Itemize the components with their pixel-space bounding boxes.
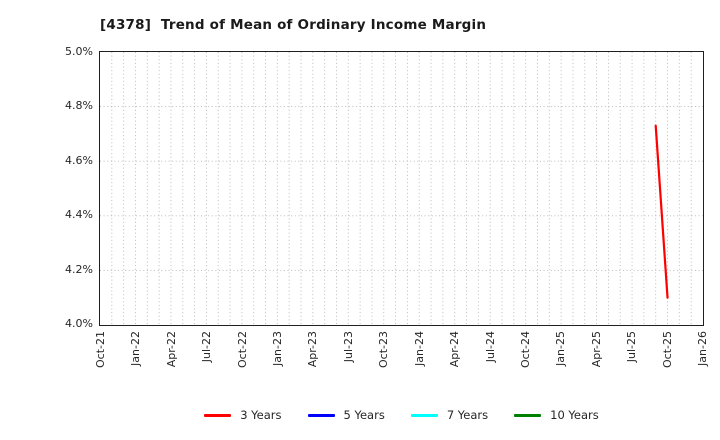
legend-swatch-icon bbox=[410, 413, 438, 417]
legend-swatch-icon bbox=[514, 413, 542, 417]
x-tick-label: Oct-25 bbox=[660, 331, 674, 368]
legend-swatch-icon bbox=[307, 413, 335, 417]
legend-item-10-years: 10 Years bbox=[514, 408, 599, 422]
legend: 3 Years 5 Years 7 Years 10 Years bbox=[100, 404, 703, 426]
legend-label: 5 Years bbox=[343, 408, 385, 422]
x-tick-label: Oct-22 bbox=[235, 331, 249, 368]
y-tick-label: 4.6% bbox=[65, 153, 93, 167]
x-tick-label: Apr-25 bbox=[589, 331, 603, 368]
x-tick-label: Jul-23 bbox=[341, 331, 355, 363]
y-tick-label: 4.0% bbox=[65, 317, 93, 330]
chart-title: [4378] Trend of Mean of Ordinary Income … bbox=[100, 17, 487, 33]
x-tick-label: Jul-24 bbox=[483, 331, 497, 363]
x-tick-label: Oct-21 bbox=[94, 331, 107, 368]
legend-item-3-years: 3 Years bbox=[204, 408, 282, 422]
legend-label: 10 Years bbox=[550, 408, 599, 422]
x-tick-label: Oct-23 bbox=[377, 331, 391, 368]
x-tick-label: Jan-25 bbox=[554, 331, 568, 366]
x-tick-label: Jan-22 bbox=[129, 331, 143, 366]
x-tick-label: Jul-25 bbox=[625, 331, 639, 363]
plot-area bbox=[99, 51, 704, 326]
series-line-3-years bbox=[654, 124, 669, 299]
y-tick-label: 5.0% bbox=[65, 45, 93, 58]
y-tick-label: 4.2% bbox=[65, 262, 93, 276]
x-tick-label: Apr-24 bbox=[448, 331, 462, 368]
legend-swatch-icon bbox=[204, 413, 232, 417]
x-tick-label: Jan-24 bbox=[412, 331, 426, 366]
x-tick-label: Jan-26 bbox=[696, 331, 709, 366]
y-tick-label: 4.4% bbox=[65, 208, 93, 222]
x-tick-label: Apr-23 bbox=[306, 331, 320, 368]
legend-label: 7 Years bbox=[446, 408, 489, 422]
x-tick-label: Jul-22 bbox=[200, 331, 214, 363]
x-tick-label: Oct-24 bbox=[518, 331, 532, 368]
legend-label: 3 Years bbox=[240, 408, 282, 422]
y-tick-label: 4.8% bbox=[65, 99, 93, 113]
legend-item-5-years: 5 Years bbox=[307, 408, 385, 422]
legend-item-7-years: 7 Years bbox=[410, 408, 489, 422]
plot-canvas bbox=[100, 52, 703, 325]
x-tick-label: Apr-22 bbox=[164, 331, 178, 368]
x-tick-label: Jan-23 bbox=[271, 331, 285, 366]
